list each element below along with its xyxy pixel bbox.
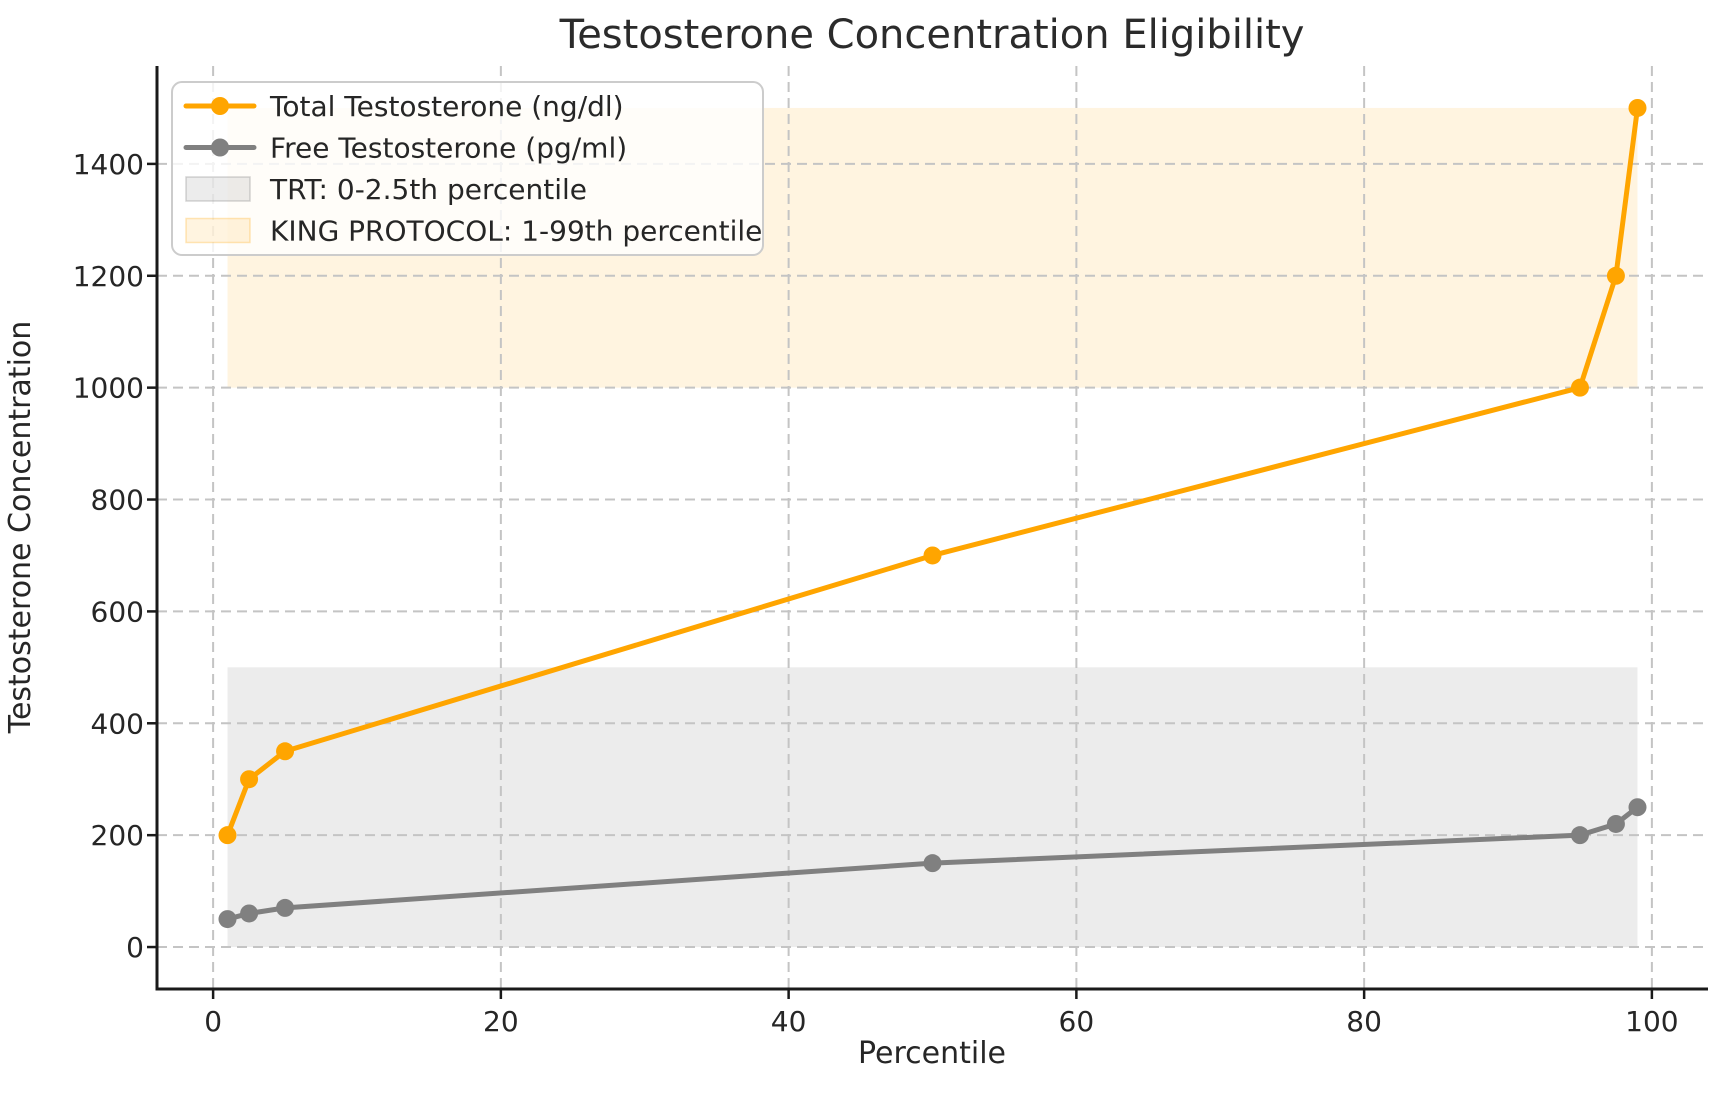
free-testosterone-point (1606, 814, 1625, 833)
free-testosterone-legend-marker (211, 138, 229, 157)
y-tick-label: 1200 (73, 260, 144, 293)
total-testosterone-point (923, 546, 942, 565)
total-testosterone-point (240, 770, 259, 789)
y-tick-label: 200 (91, 819, 144, 852)
legend-entry: Total Testosterone (ng/dl) (183, 90, 624, 123)
legend-entry-label: TRT: 0-2.5th percentile (269, 173, 587, 206)
series-layer (218, 98, 1647, 929)
free-testosterone-point (276, 898, 295, 917)
free-testosterone-point (923, 854, 942, 873)
y-tick-label: 1400 (73, 148, 144, 181)
y-axis-label: Testosterone Concentration (3, 321, 38, 735)
x-tick-label: 60 (1059, 1005, 1095, 1038)
legend-box (171, 81, 764, 256)
legend-entry-label: KING PROTOCOL: 1-99th percentile (270, 215, 762, 248)
chart-title: Testosterone Concentration Eligibility (559, 12, 1305, 58)
legend: Total Testosterone (ng/dl) Free Testoster… (171, 81, 764, 256)
legend-entry: Free Testosterone (pg/ml) (183, 132, 627, 165)
free-testosterone-point (240, 904, 259, 923)
total-testosterone-point (218, 826, 237, 845)
y-tick-label: 0 (126, 931, 144, 964)
legend-entry: KING PROTOCOL: 1-99th percentile (185, 215, 762, 248)
total-testosterone-legend-marker (211, 97, 229, 115)
x-tick-label: 40 (771, 1005, 807, 1038)
y-tick-label: 400 (91, 707, 144, 740)
free-testosterone-point (1570, 826, 1589, 845)
y-tick-label: 600 (91, 595, 144, 628)
total-testosterone-point (1606, 266, 1625, 285)
legend-entry-label: Total Testosterone (ng/dl) (269, 90, 624, 123)
y-tick-label: 1000 (73, 372, 144, 405)
king-protocol-band-legend-patch (185, 217, 251, 244)
x-axis-label: Percentile (858, 1036, 1006, 1071)
free-testosterone-point (1628, 798, 1647, 817)
x-tick-label: 0 (204, 1005, 222, 1038)
y-tick-label: 800 (91, 484, 144, 517)
x-tick-label: 100 (1625, 1005, 1678, 1038)
free-testosterone-point (218, 910, 237, 929)
total-testosterone-point (1628, 98, 1647, 117)
trt-band-legend-patch (185, 176, 251, 202)
legend-entry-label: Free Testosterone (pg/ml) (270, 132, 627, 165)
total-testosterone-point (276, 742, 295, 761)
total-testosterone-point (1570, 378, 1589, 397)
legend-entry: TRT: 0-2.5th percentile (185, 173, 587, 206)
trt-band (227, 667, 1638, 948)
x-tick-label: 80 (1346, 1005, 1382, 1038)
x-tick-label: 20 (483, 1005, 519, 1038)
